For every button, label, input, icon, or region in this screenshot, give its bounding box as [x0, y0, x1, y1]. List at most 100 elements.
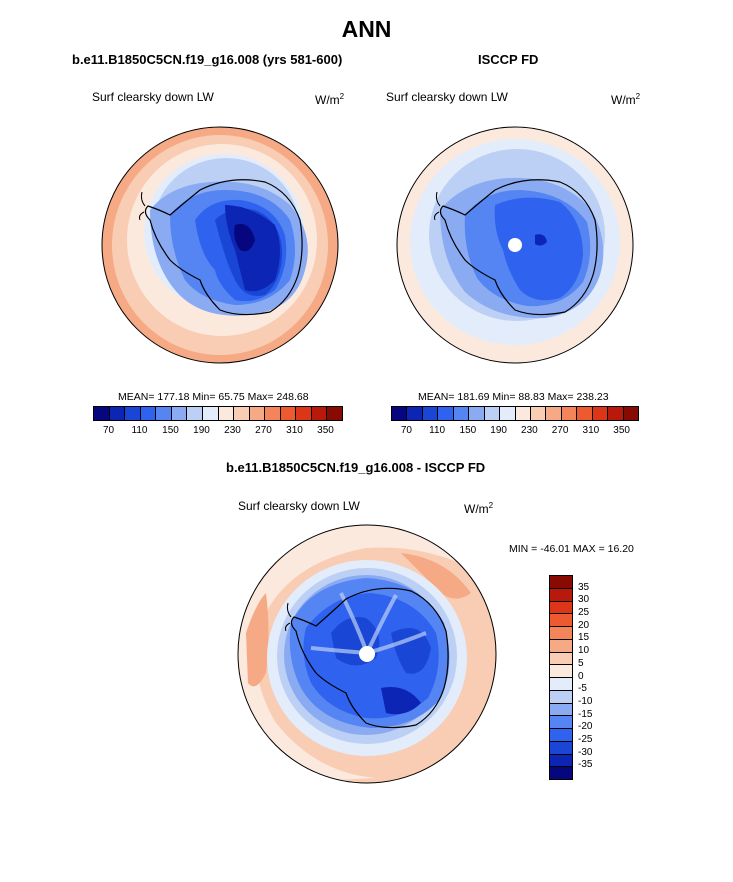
colorbar-tick-label: 110 — [131, 425, 148, 436]
colorbar-swatch — [469, 407, 485, 420]
colorbar-tick-label: 230 — [224, 425, 241, 436]
colorbar-swatch — [484, 407, 501, 420]
colorbar-swatch — [218, 407, 235, 420]
colorbar-swatch — [422, 407, 439, 420]
colorbar-tick-label: -10 — [578, 695, 593, 707]
colorbar-tick-label: 35 — [578, 581, 590, 593]
colorbar-tick-label: 190 — [490, 425, 507, 436]
colorbar-tick-label: 70 — [102, 425, 115, 436]
diff-colorbar-ticks: 35 30 25 20 15 10 5 0 -5 -10 -15 -20 -25 -30 -35 — [578, 575, 618, 778]
right-units-label: W/m2 — [611, 92, 641, 107]
colorbar-tick-label: 270 — [551, 425, 569, 436]
colorbar-swatch — [550, 741, 572, 755]
colorbar-tick-label: 190 — [193, 425, 210, 436]
right-panel-title: ISCCP FD — [478, 52, 539, 67]
colorbar-tick-label: 5 — [578, 657, 584, 669]
colorbar-swatch — [249, 407, 266, 420]
colorbar-swatch — [156, 407, 172, 420]
colorbar-swatch — [109, 407, 126, 420]
left-polar-map — [101, 126, 339, 364]
colorbar-swatch — [550, 576, 572, 589]
colorbar-tick-label: 110 — [429, 425, 446, 436]
colorbar-tick-label: -25 — [578, 733, 593, 745]
right-variable-label: Surf clearsky down LW — [386, 90, 508, 104]
colorbar-tick-label: 10 — [578, 645, 590, 657]
colorbar-swatch — [280, 407, 297, 420]
diff-stats: MIN = -46.01 MAX = 16.20 — [509, 543, 634, 555]
colorbar-swatch — [550, 652, 572, 666]
colorbar-swatch — [550, 614, 572, 627]
colorbar-tick-label: -5 — [578, 683, 587, 695]
colorbar-tick-label: -20 — [578, 721, 593, 733]
colorbar-swatch — [392, 407, 408, 420]
colorbar-tick-label: 25 — [578, 607, 590, 619]
colorbar-swatch — [550, 754, 572, 768]
left-colorbar — [93, 406, 343, 421]
figure-title: ANN — [341, 16, 392, 42]
colorbar-swatch — [265, 407, 281, 420]
colorbar-tick-label: -35 — [578, 759, 593, 771]
colorbar-swatch — [438, 407, 454, 420]
colorbar-swatch — [171, 407, 188, 420]
colorbar-tick-label: 150 — [162, 425, 179, 436]
colorbar-tick-label: 15 — [578, 632, 590, 644]
colorbar-tick-label: 310 — [286, 425, 303, 436]
colorbar-swatch — [550, 627, 572, 640]
colorbar-tick-label: 350 — [613, 425, 630, 436]
colorbar-swatch — [550, 703, 572, 717]
colorbar-swatch — [530, 407, 547, 420]
colorbar-swatch — [550, 690, 572, 704]
colorbar-tick-label: 20 — [578, 619, 590, 631]
colorbar-swatch — [592, 407, 609, 420]
colorbar-swatch — [577, 407, 593, 420]
colorbar-tick-label: 0 — [578, 670, 584, 682]
colorbar-swatch — [187, 407, 203, 420]
colorbar-swatch — [546, 407, 562, 420]
colorbar-swatch — [296, 407, 312, 420]
left-variable-label: Surf clearsky down LW — [92, 90, 214, 104]
left-panel-title: b.e11.B1850C5CN.f19_g16.008 (yrs 581-600… — [72, 52, 343, 67]
right-colorbar-ticks: 70 110 150 190 230 270 310 350 — [391, 425, 637, 439]
colorbar-swatch — [550, 716, 572, 729]
colorbar-swatch — [550, 729, 572, 742]
colorbar-swatch — [234, 407, 250, 420]
colorbar-swatch — [550, 588, 572, 602]
colorbar-tick-label: 150 — [459, 425, 477, 436]
colorbar-tick-label: 270 — [255, 425, 272, 436]
right-stats: MEAN= 181.69 Min= 88.83 Max= 238.23 — [418, 391, 609, 403]
colorbar-swatch — [202, 407, 219, 420]
colorbar-tick-label: -30 — [578, 746, 593, 758]
right-colorbar — [391, 406, 639, 421]
colorbar-swatch — [550, 639, 572, 653]
right-polar-map — [396, 126, 634, 364]
colorbar-swatch — [550, 601, 572, 615]
colorbar-swatch — [311, 407, 328, 420]
diff-units-label: W/m2 — [464, 501, 494, 516]
colorbar-tick-label: 350 — [317, 425, 334, 436]
colorbar-tick-label: 70 — [400, 425, 412, 436]
colorbar-swatch — [561, 407, 578, 420]
colorbar-swatch — [550, 767, 572, 779]
colorbar-swatch — [140, 407, 157, 420]
colorbar-swatch — [453, 407, 470, 420]
colorbar-swatch — [623, 407, 638, 420]
colorbar-swatch — [515, 407, 531, 420]
colorbar-swatch — [550, 665, 572, 678]
diff-variable-label: Surf clearsky down LW — [238, 499, 360, 513]
left-colorbar-ticks: 70 110 150 190 230 270 310 350 — [93, 425, 341, 439]
colorbar-tick-label: 230 — [521, 425, 538, 436]
diff-polar-map — [237, 524, 497, 784]
colorbar-swatch — [550, 678, 572, 691]
diff-colorbar — [549, 575, 573, 780]
left-units-label: W/m2 — [315, 92, 345, 107]
colorbar-tick-label: 310 — [582, 425, 600, 436]
colorbar-swatch — [125, 407, 141, 420]
colorbar-swatch — [327, 407, 342, 420]
colorbar-swatch — [500, 407, 516, 420]
colorbar-swatch — [94, 407, 110, 420]
colorbar-tick-label: -15 — [578, 708, 593, 720]
colorbar-swatch — [407, 407, 423, 420]
colorbar-swatch — [608, 407, 624, 420]
left-stats: MEAN= 177.18 Min= 65.75 Max= 248.68 — [118, 391, 309, 403]
diff-panel-title: b.e11.B1850C5CN.f19_g16.008 - ISCCP FD — [226, 460, 486, 475]
